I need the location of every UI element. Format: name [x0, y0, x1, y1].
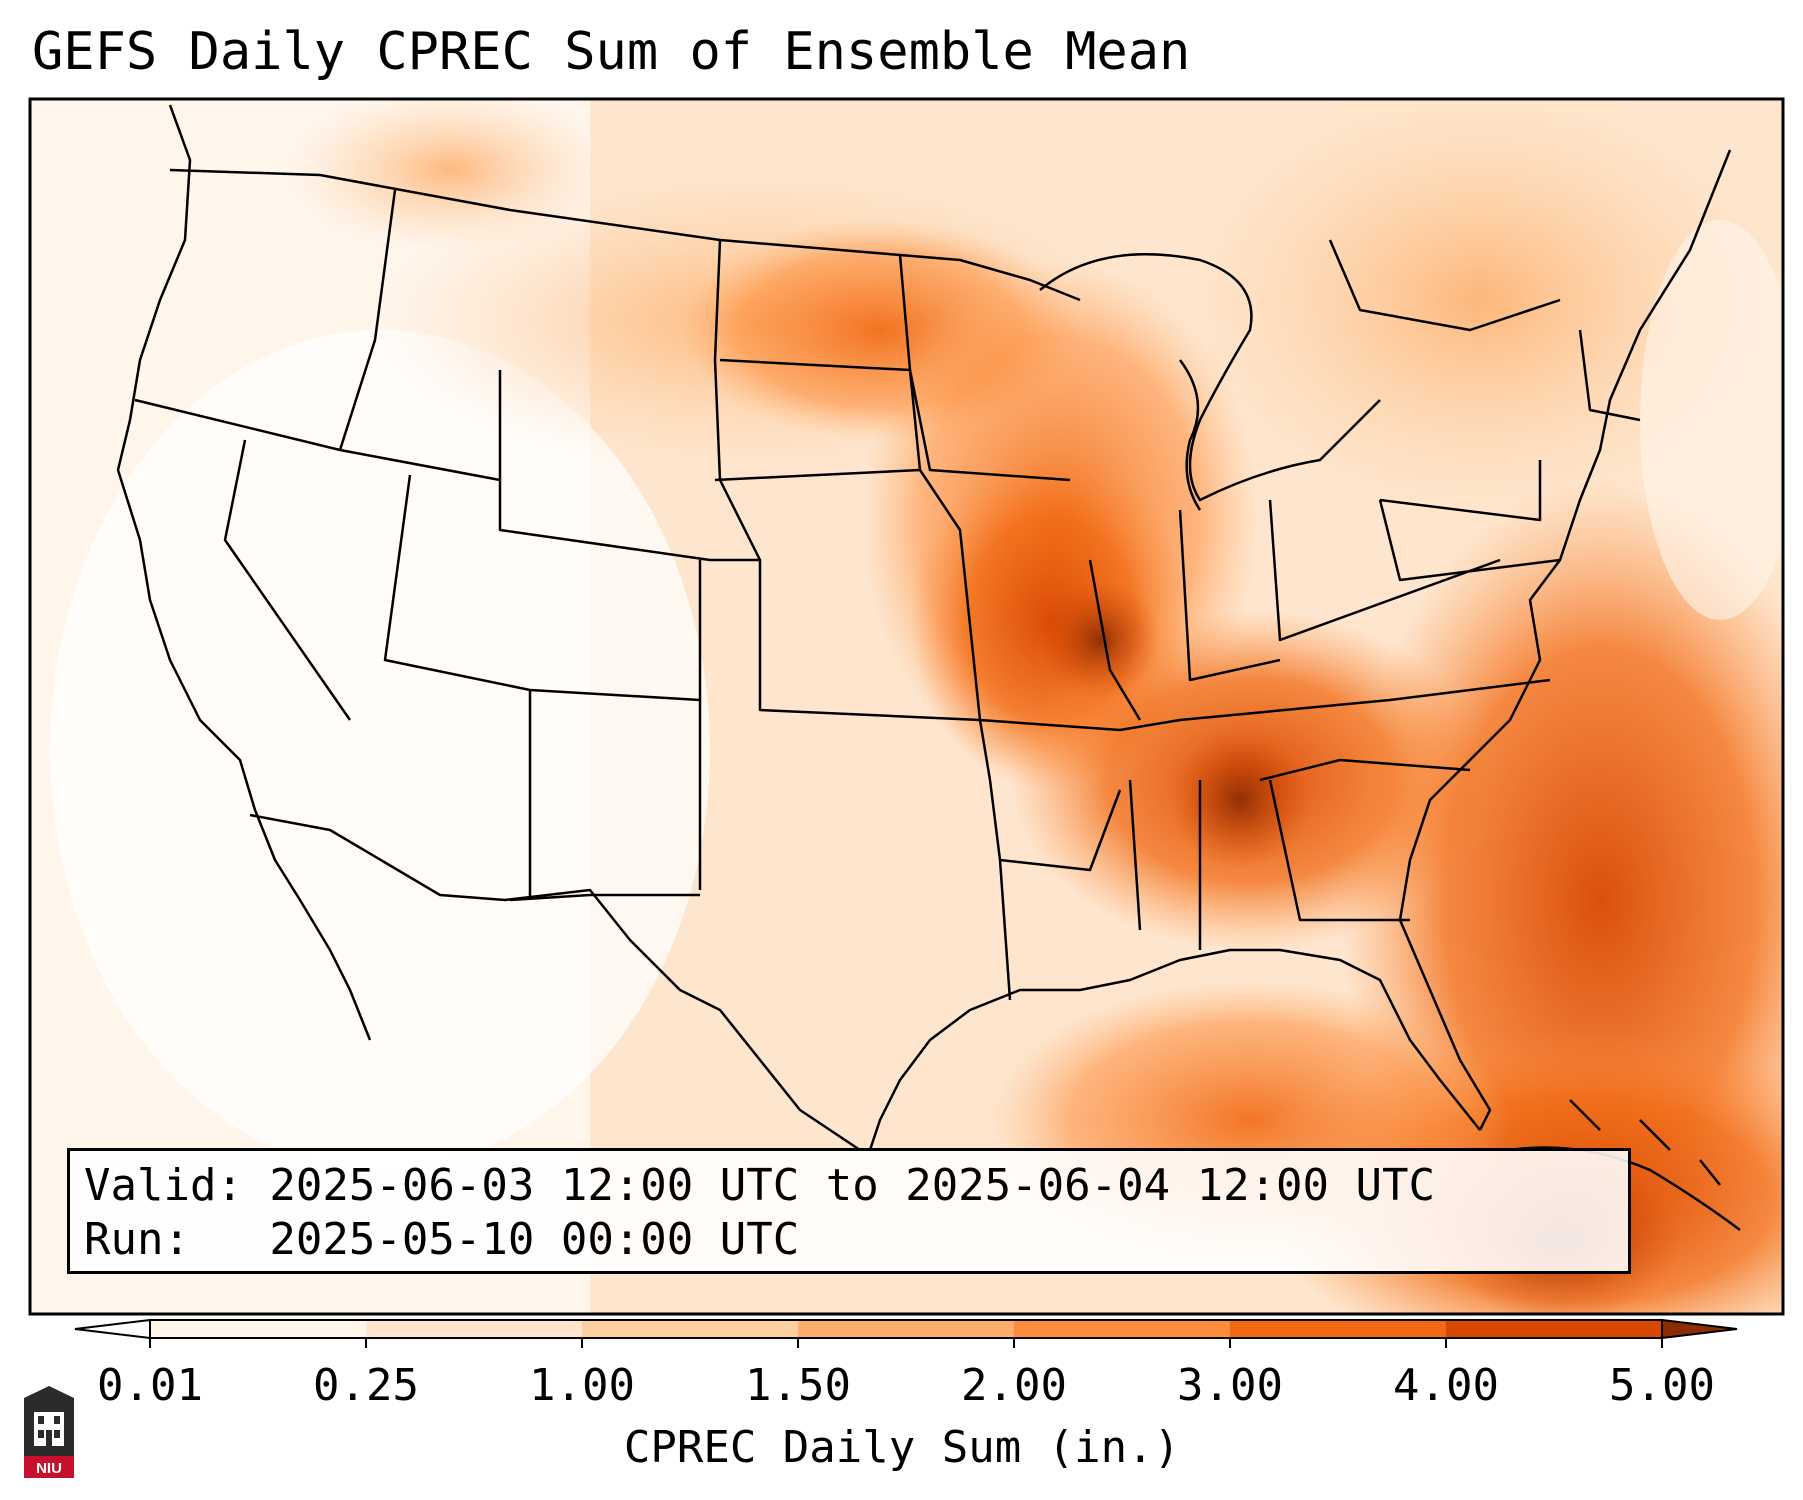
colorbar-outline [149, 1319, 1663, 1339]
colorbar-label: CPREC Daily Sum (in.) [623, 1422, 1181, 1473]
colorbar-tick-label: 0.01 [97, 1360, 203, 1411]
colorbar-segment [798, 1320, 1014, 1338]
colorbar-tick-label: 3.00 [1177, 1360, 1283, 1411]
colorbar-extend-high [1661, 1318, 1738, 1340]
niu-logo: NIU [24, 1386, 74, 1478]
valid-run-box: Valid: 2025-06-03 12:00 UTC to 2025-06-0… [67, 1148, 1631, 1274]
map-title: GEFS Daily CPREC Sum of Ensemble Mean [32, 22, 1191, 82]
colorbar-extend-low [74, 1318, 151, 1340]
colorbar-segment [582, 1320, 798, 1338]
colorbar-tick-label: 1.00 [529, 1360, 635, 1411]
logo-text: NIU [36, 1460, 62, 1477]
precip-field [30, 99, 1783, 1314]
colorbar [74, 1318, 1738, 1348]
colorbar-tick-label: 4.00 [1393, 1360, 1499, 1411]
colorbar-segment [366, 1320, 582, 1338]
borders [116, 104, 1741, 1232]
colorbar-tick-label: 0.25 [313, 1360, 419, 1411]
colorbar-segment [1446, 1320, 1662, 1338]
colorbar-tick-label: 1.50 [745, 1360, 851, 1411]
colorbar-segment [150, 1320, 366, 1338]
valid-time-text: Valid: 2025-06-03 12:00 UTC to 2025-06-0… [84, 1160, 1436, 1211]
map-frame [28, 97, 1785, 1316]
colorbar-tick-label: 2.00 [961, 1360, 1067, 1411]
colorbar-segment [1014, 1320, 1230, 1338]
colorbar-tick-label: 5.00 [1609, 1360, 1715, 1411]
colorbar-segment [1230, 1320, 1446, 1338]
run-time-text: Run: 2025-05-10 00:00 UTC [84, 1214, 800, 1265]
